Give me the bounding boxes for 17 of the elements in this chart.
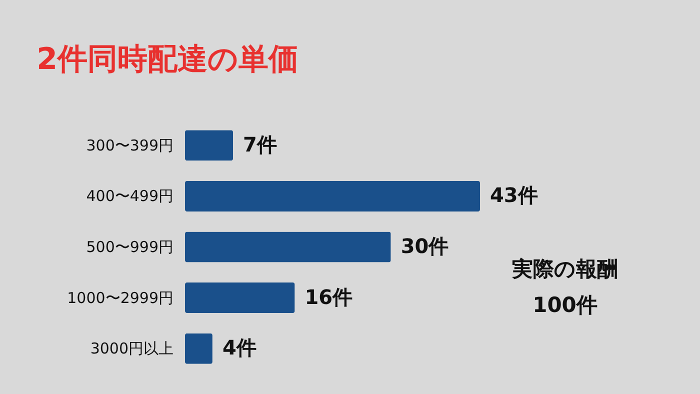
bar bbox=[185, 333, 212, 364]
bar bbox=[185, 232, 391, 262]
bar bbox=[185, 130, 234, 161]
y-tick-label: 3000円以上 bbox=[90, 340, 174, 358]
y-tick-label: 1000〜2999円 bbox=[67, 288, 174, 307]
text: 実際の報酬 100件 bbox=[511, 257, 618, 317]
y-tick-label: 300〜399円 bbox=[86, 136, 174, 154]
data-label: 4件 bbox=[222, 336, 256, 360]
bar bbox=[185, 180, 480, 212]
data-label: 7件 bbox=[243, 132, 277, 156]
y-tick-label: 400〜499円 bbox=[86, 187, 174, 206]
data-label: 16件 bbox=[304, 284, 353, 309]
data-label: 30件 bbox=[400, 234, 449, 258]
y-tick-label: 500〜999円 bbox=[86, 238, 174, 256]
bar bbox=[185, 282, 295, 314]
chart-title: 2件同時配達の単価 bbox=[36, 42, 299, 77]
data-label: 43件 bbox=[490, 183, 538, 208]
